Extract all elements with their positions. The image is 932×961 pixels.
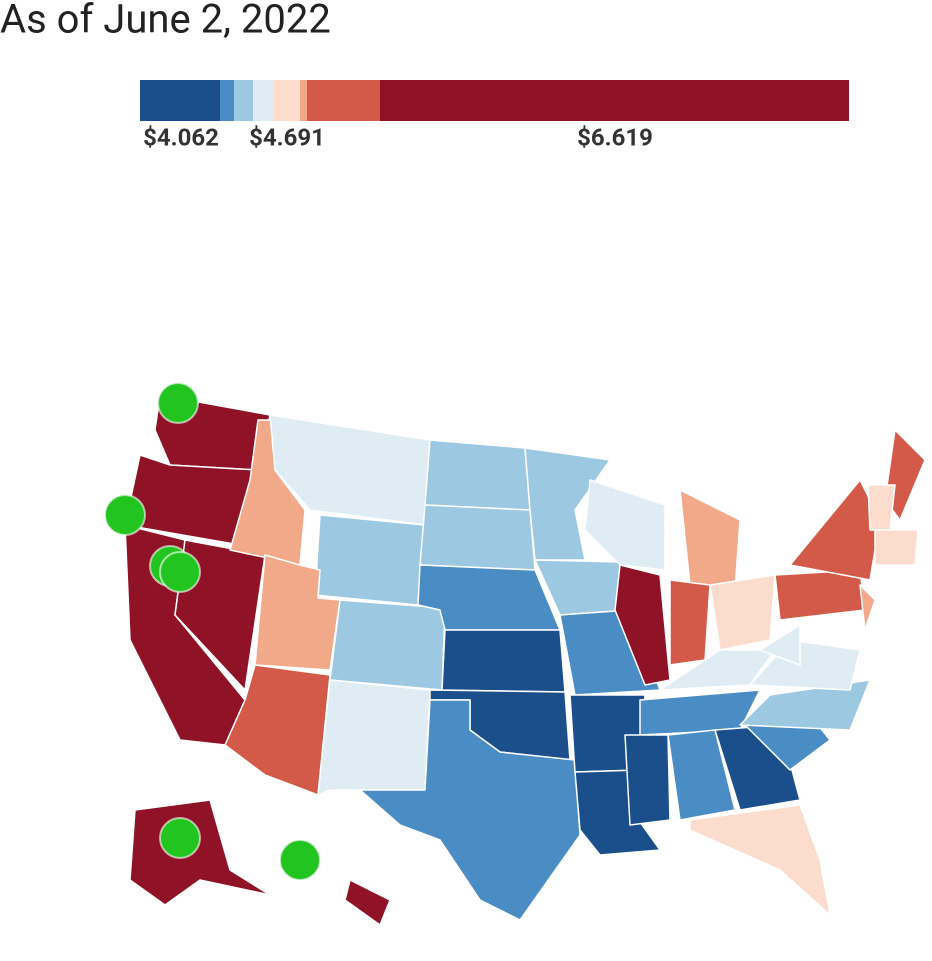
marker[interactable] <box>279 839 321 881</box>
legend-label: $4.062 <box>143 123 219 151</box>
state[interactable] <box>314 514 426 606</box>
state[interactable] <box>419 504 536 571</box>
legend-swatch <box>274 80 300 121</box>
state[interactable] <box>524 447 611 561</box>
state[interactable] <box>709 574 776 651</box>
state[interactable] <box>867 484 896 531</box>
state[interactable] <box>129 799 271 906</box>
state[interactable] <box>667 729 736 821</box>
legend-swatch <box>220 80 234 121</box>
legend-swatch <box>380 80 849 121</box>
marker[interactable] <box>104 494 146 536</box>
marker[interactable] <box>159 551 201 593</box>
state[interactable] <box>424 439 531 511</box>
legend-swatch <box>140 80 220 121</box>
state[interactable] <box>317 679 431 796</box>
markers <box>104 382 321 881</box>
title: As of June 2, 2022 <box>0 0 331 43</box>
state[interactable] <box>759 624 801 666</box>
state[interactable] <box>669 579 711 666</box>
states <box>124 394 926 926</box>
state[interactable] <box>739 679 871 731</box>
legend-label: $6.619 <box>577 123 653 151</box>
state[interactable] <box>884 429 926 521</box>
state[interactable] <box>789 479 881 581</box>
state[interactable] <box>344 879 391 926</box>
state[interactable] <box>441 629 566 693</box>
state[interactable] <box>584 479 666 571</box>
state[interactable] <box>614 564 671 686</box>
marker[interactable] <box>159 817 201 859</box>
legend-swatch <box>234 80 253 121</box>
state[interactable] <box>859 584 876 631</box>
legend-swatch <box>307 80 380 121</box>
state[interactable] <box>624 734 671 826</box>
state[interactable] <box>254 554 341 671</box>
legend-swatch <box>253 80 274 121</box>
state[interactable] <box>679 489 741 591</box>
legend-swatch <box>300 80 307 121</box>
state[interactable] <box>689 804 831 916</box>
state[interactable] <box>269 414 431 526</box>
state[interactable] <box>774 569 866 621</box>
legend-label: $4.691 <box>249 123 325 151</box>
state[interactable] <box>329 599 446 691</box>
marker[interactable] <box>157 382 199 424</box>
state[interactable] <box>359 699 581 921</box>
state[interactable] <box>874 529 919 566</box>
legend-bar <box>140 80 849 121</box>
